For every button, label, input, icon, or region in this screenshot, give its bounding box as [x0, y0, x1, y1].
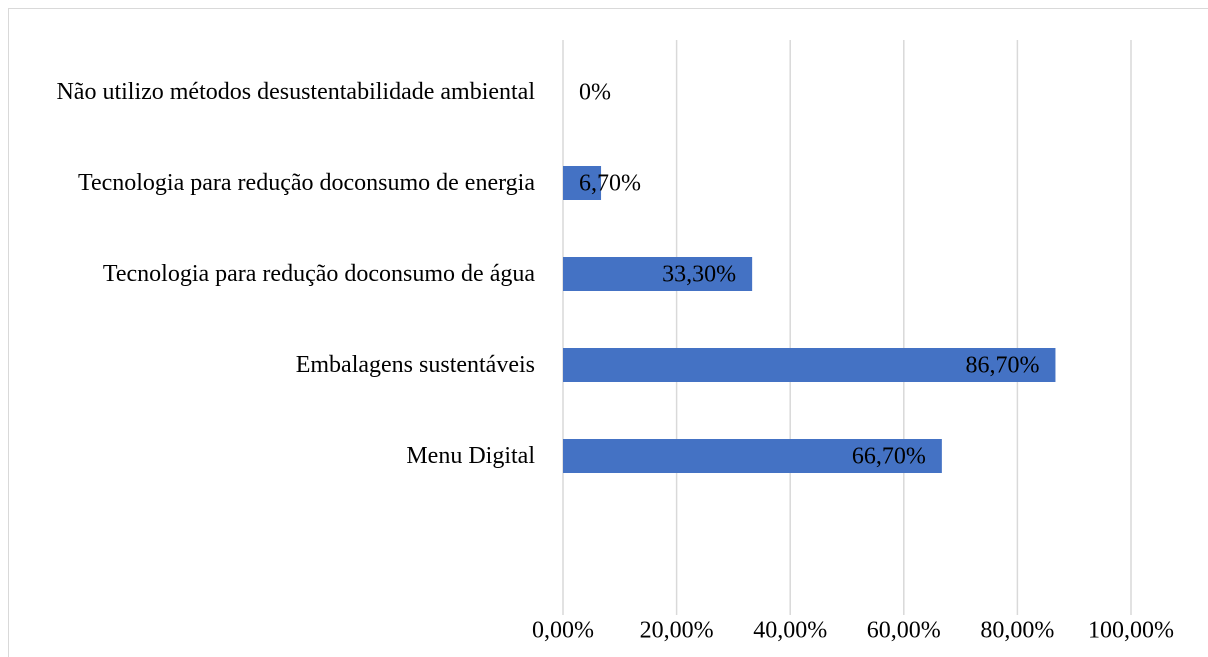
- category-label: Não utilizo métodos desustentabilidade a…: [56, 79, 535, 105]
- value-label: 0%: [579, 80, 611, 106]
- value-label: 33,30%: [662, 262, 736, 288]
- x-tick-label: 100,00%: [1088, 618, 1174, 644]
- bar: [563, 439, 942, 473]
- category-label: Menu Digital: [406, 443, 535, 469]
- x-tick-label: 0,00%: [532, 618, 594, 644]
- chart-frame: [8, 8, 1208, 657]
- category-label: Embalagens sustentáveis: [295, 352, 535, 378]
- x-tick-label: 20,00%: [640, 618, 714, 644]
- x-tick-label: 60,00%: [867, 618, 941, 644]
- x-tick-label: 80,00%: [980, 618, 1054, 644]
- bar: [563, 166, 602, 200]
- category-label: Tecnologia para redução doconsumo de águ…: [102, 261, 535, 287]
- category-label: Tecnologia para redução doconsumo de ene…: [77, 170, 535, 196]
- value-label: 6,70%: [579, 171, 641, 197]
- value-label: 86,70%: [965, 353, 1039, 379]
- x-tick-label: 40,00%: [753, 618, 827, 644]
- bar: [563, 257, 753, 291]
- value-label: 66,70%: [852, 444, 926, 470]
- bar: [563, 348, 1056, 382]
